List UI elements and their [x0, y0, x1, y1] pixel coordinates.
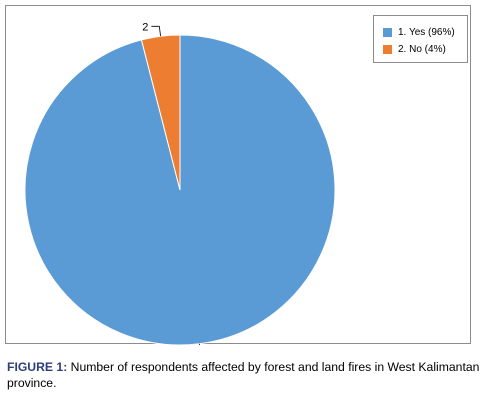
figure-caption-text: Number of respondents affected by forest… — [7, 360, 480, 390]
slice-label-2: 2 — [142, 21, 148, 33]
chart-area: 12 1. Yes (96%) 2. No (4%) — [5, 5, 471, 345]
legend-label-no: 2. No (4%) — [398, 43, 446, 55]
leader-line-2 — [151, 25, 161, 37]
legend-swatch-no — [383, 44, 392, 54]
figure-caption: FIGURE 1: Number of respondents affected… — [7, 359, 485, 391]
chart-legend: 1. Yes (96%) 2. No (4%) — [373, 15, 468, 63]
legend-item-yes: 1. Yes (96%) — [383, 25, 455, 39]
pie-chart: 12 — [24, 21, 336, 345]
legend-swatch-yes — [383, 27, 392, 37]
figure-caption-label: FIGURE 1: — [7, 360, 68, 374]
legend-item-no: 2. No (4%) — [383, 42, 446, 56]
legend-label-yes: 1. Yes (96%) — [398, 26, 455, 38]
